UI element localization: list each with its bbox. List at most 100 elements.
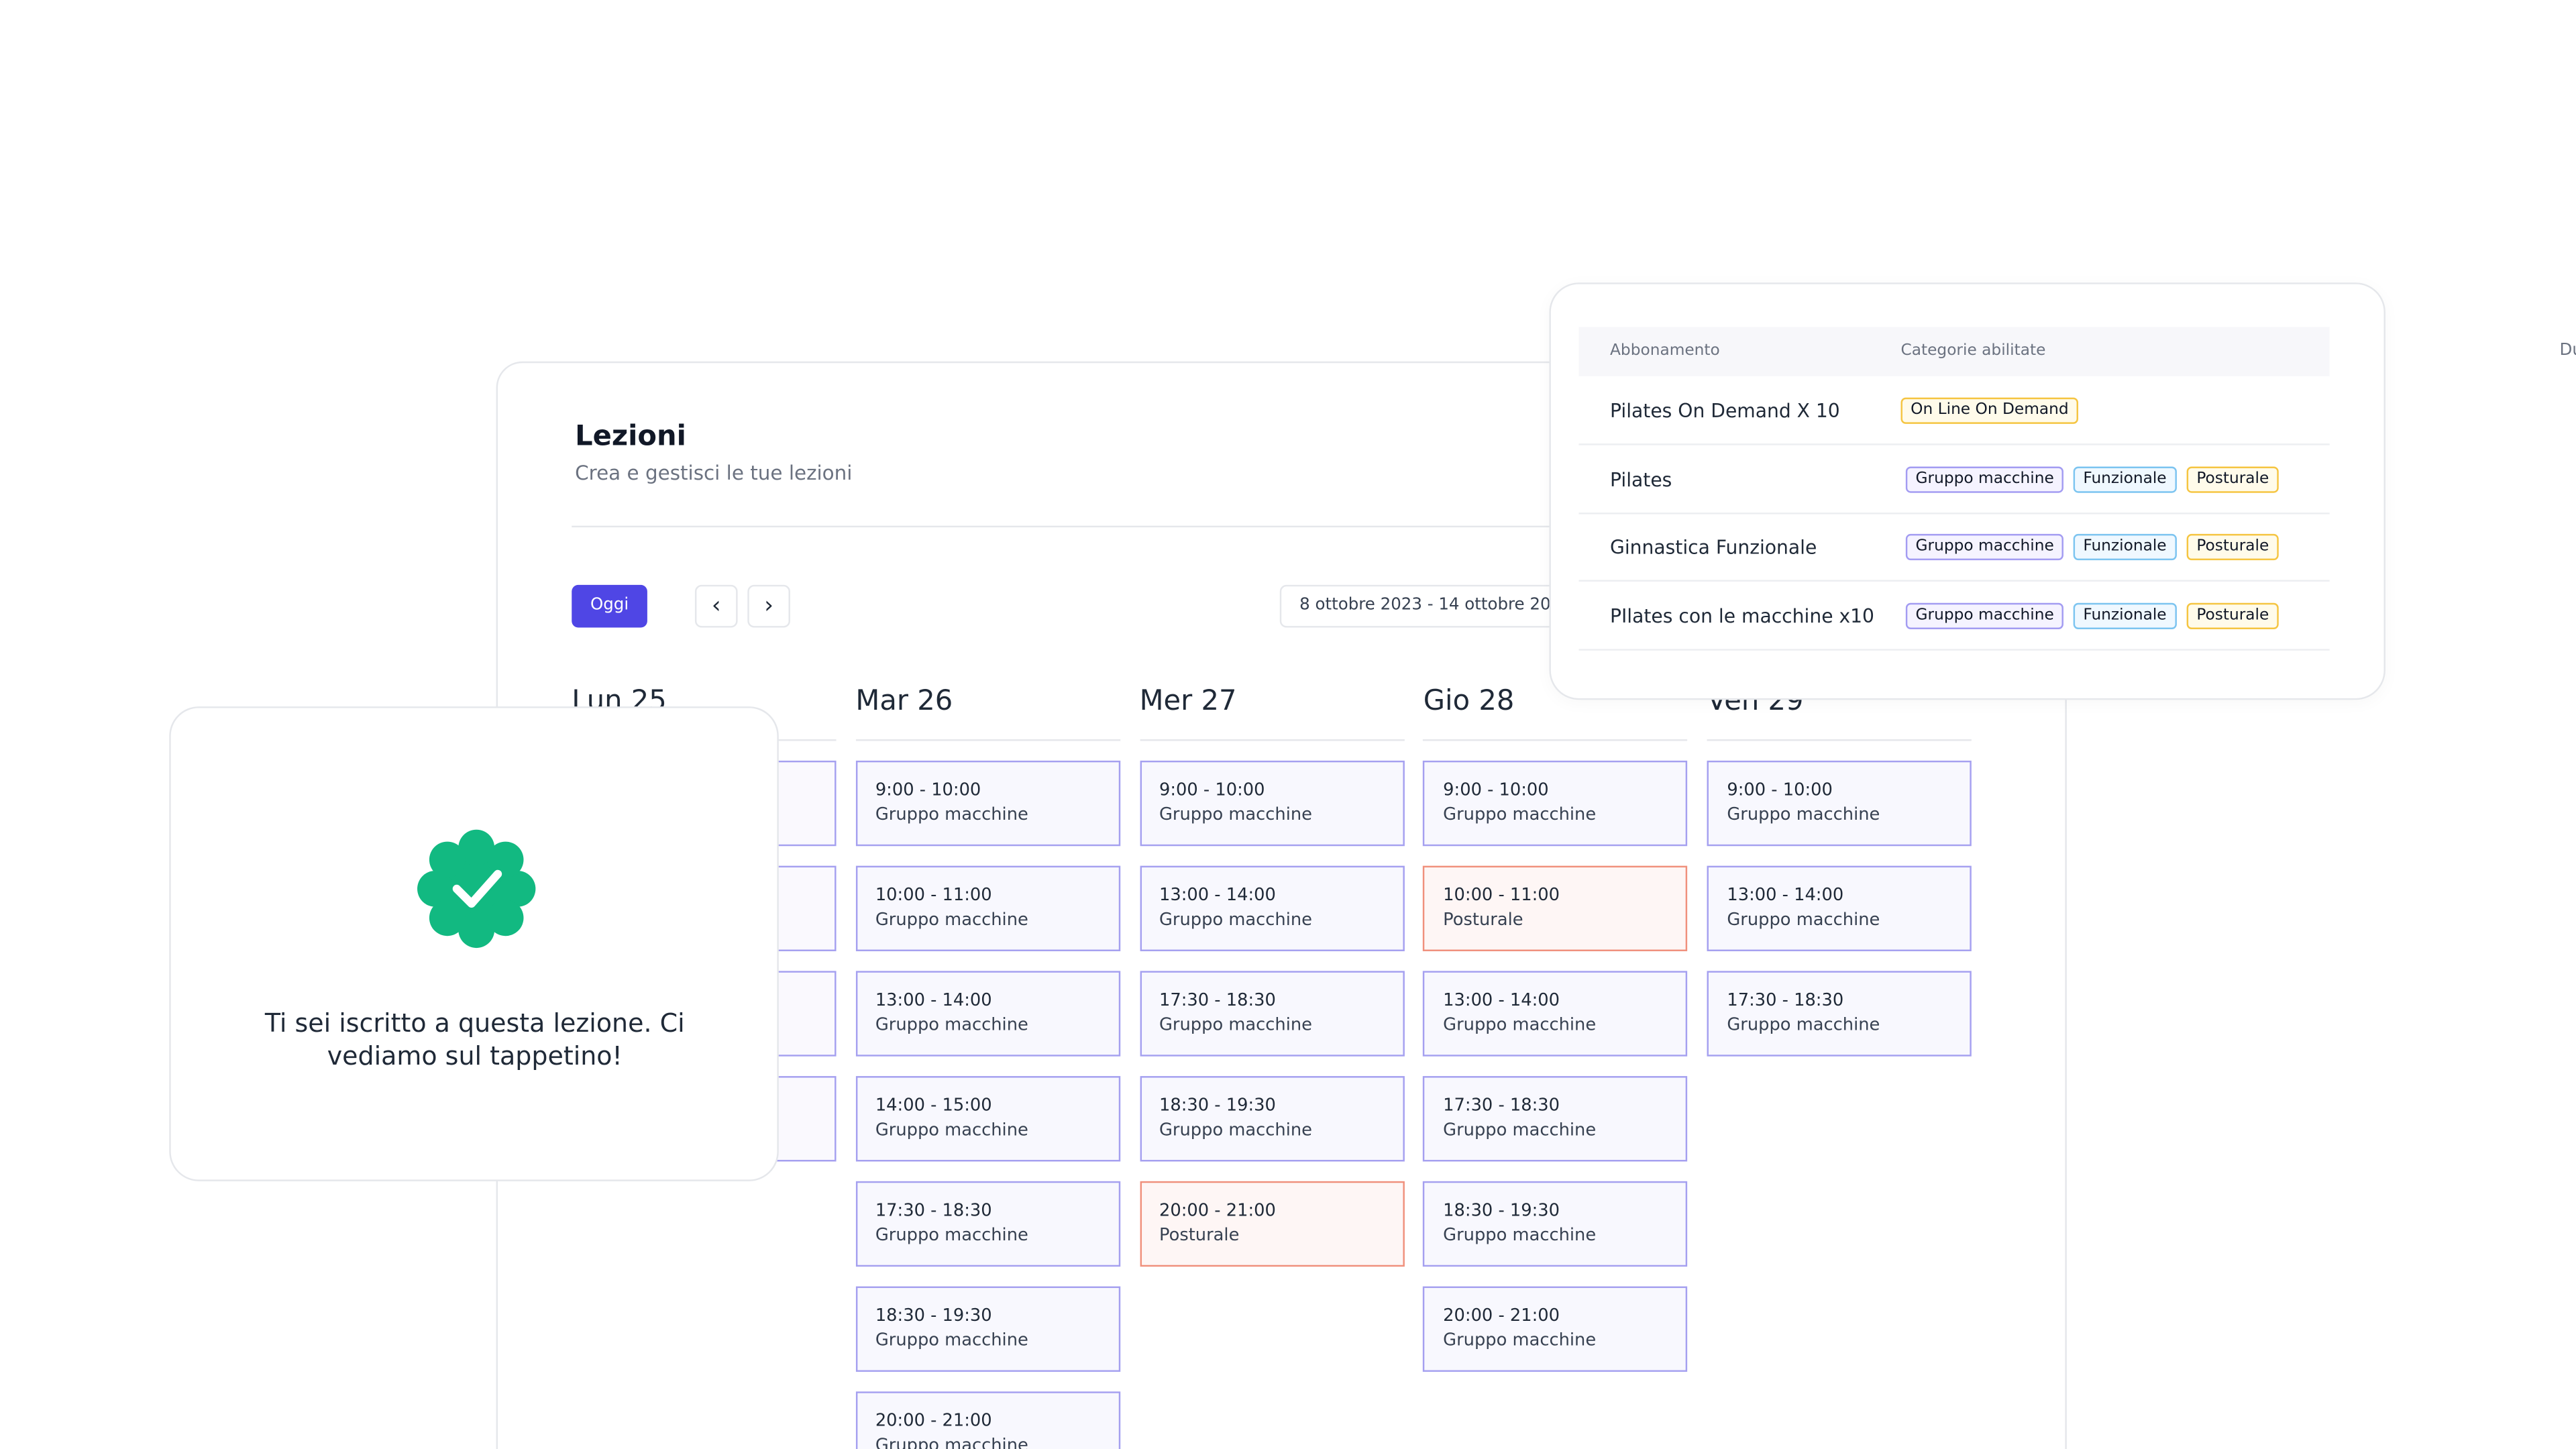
success-message: Ti sei iscritto a questa lezione. Ci ved… [264,1008,685,1071]
lesson-time: 13:00 - 14:00 [1159,885,1276,906]
lesson-time: 17:30 - 18:30 [1443,1095,1560,1116]
column-header: Abbonamento [1610,341,1720,360]
day-underline [1423,739,1688,741]
lesson-time: 9:00 - 10:00 [1443,780,1549,800]
lesson-time: 17:30 - 18:30 [875,1201,992,1221]
day-underline [1707,739,1972,741]
lesson-box[interactable]: 14:00 - 15:00 Gruppo macchine [855,1076,1120,1162]
day-underline [1139,739,1404,741]
row-name: Ginnastica Funzionale [1610,535,1817,559]
category-tag: Posturale [2186,534,2279,561]
lesson-name: Gruppo macchine [875,1120,1028,1140]
lesson-box[interactable]: 18:30 - 19:30 Gruppo macchine [855,1286,1120,1372]
lesson-name: Gruppo macchine [1443,805,1597,825]
lesson-time: 13:00 - 14:00 [875,990,992,1011]
table-header [1578,327,2330,376]
lesson-box[interactable]: 10:00 - 11:00 Gruppo macchine [855,865,1120,951]
lesson-time: 20:00 - 21:00 [1443,1305,1560,1326]
lesson-name: Gruppo macchine [1443,1015,1597,1035]
category-tag: Gruppo macchine [1905,602,2064,629]
lesson-name: Gruppo macchine [1727,1015,1880,1035]
lesson-box[interactable]: 9:00 - 10:00 Gruppo macchine [1423,760,1688,847]
lesson-name: Gruppo macchine [1159,805,1313,825]
lesson-name: Gruppo macchine [1159,1015,1313,1035]
lesson-name: Gruppo macchine [1727,805,1880,825]
lesson-time: 17:30 - 18:30 [1159,990,1276,1011]
lesson-box[interactable]: 18:30 - 19:30 Gruppo macchine [1423,1181,1688,1267]
lesson-name: Gruppo macchine [875,1330,1028,1351]
lesson-name: Gruppo macchine [1443,1225,1597,1246]
lesson-box[interactable]: 17:30 - 18:30 Gruppo macchine [855,1181,1120,1267]
category-tag: On Line On Demand [1900,397,2079,424]
row-name: Pilates On Demand X 10 [1610,399,1840,423]
divider [572,525,1988,528]
lesson-time: 13:00 - 14:00 [1727,885,1844,906]
lesson-time: 18:30 - 19:30 [1159,1095,1276,1116]
row-name: PIlates con le macchine x10 [1610,604,1875,628]
lesson-name: Gruppo macchine [875,1015,1028,1035]
lesson-name: Posturale [1159,1225,1240,1246]
lesson-name: Gruppo macchine [875,910,1028,930]
lesson-box[interactable]: 13:00 - 14:00 Gruppo macchine [1423,971,1688,1057]
lesson-name: Gruppo macchine [875,1436,1028,1449]
edge-label: Du [2559,341,2576,360]
lesson-box[interactable]: 10:00 - 11:00 Posturale [1423,865,1688,951]
lesson-box[interactable]: 20:00 - 21:00 Gruppo macchine [855,1391,1120,1449]
category-tag: Posturale [2186,602,2279,629]
page-subtitle: Crea e gestisci le tue lezioni [575,462,853,485]
lesson-box[interactable]: 18:30 - 19:30 Gruppo macchine [1139,1076,1404,1162]
lesson-box[interactable]: 13:00 - 14:00 Gruppo macchine [855,971,1120,1057]
lesson-time: 20:00 - 21:00 [1159,1201,1276,1221]
lesson-box[interactable]: 17:30 - 18:30 Gruppo macchine [1707,971,1972,1057]
next-button[interactable]: › [747,584,790,628]
lesson-time: 20:00 - 21:00 [875,1411,992,1432]
date-range[interactable]: 8 ottobre 2023 - 14 ottobre 2023 [1279,584,1592,628]
lesson-box[interactable]: 9:00 - 10:00 Gruppo macchine [1707,760,1972,847]
lesson-box[interactable]: 20:00 - 21:00 Posturale [1139,1181,1404,1267]
lesson-box[interactable]: 17:30 - 18:30 Gruppo macchine [1139,971,1404,1057]
category-tag: Funzionale [2073,602,2177,629]
row-name: Pilates [1610,467,1672,491]
lesson-name: Gruppo macchine [875,1225,1028,1246]
page-title: Lezioni [575,420,686,453]
category-tag: Funzionale [2073,466,2177,492]
success-modal: Ti sei iscritto a questa lezione. Ci ved… [169,706,779,1181]
lesson-time: 9:00 - 10:00 [875,780,981,800]
row-divider [1578,580,2330,582]
lesson-time: 10:00 - 11:00 [875,885,992,906]
lesson-name: Gruppo macchine [1443,1330,1597,1351]
row-divider [1578,648,2330,651]
lesson-name: Gruppo macchine [1159,1120,1313,1140]
category-tag: Gruppo macchine [1905,534,2064,561]
category-tag: Posturale [2186,466,2279,492]
lesson-name: Gruppo macchine [875,805,1028,825]
lesson-name: Posturale [1443,910,1523,930]
day-underline [855,739,1120,741]
subscriptions-card: Abbonamento Categorie abilitate Pilates On… [1549,282,2385,700]
lesson-box[interactable]: 17:30 - 18:30 Gruppo macchine [1423,1076,1688,1162]
success-badge [417,829,536,949]
lesson-box[interactable]: 13:00 - 14:00 Gruppo macchine [1139,865,1404,951]
lesson-time: 13:00 - 14:00 [1443,990,1560,1011]
lesson-name: Gruppo macchine [1727,910,1880,930]
lesson-time: 17:30 - 18:30 [1727,990,1844,1011]
lesson-time: 14:00 - 15:00 [875,1095,992,1116]
lesson-time: 18:30 - 19:30 [875,1305,992,1326]
prev-button[interactable]: ‹ [694,584,738,628]
row-divider [1578,512,2330,514]
lesson-box[interactable]: 9:00 - 10:00 Gruppo macchine [855,760,1120,847]
day-header: Mar 26 [855,685,953,718]
category-tag: Funzionale [2073,534,2177,561]
lesson-time: 10:00 - 11:00 [1443,885,1560,906]
column-header: Categorie abilitate [1900,341,2046,360]
lesson-box[interactable]: 20:00 - 21:00 Gruppo macchine [1423,1286,1688,1372]
lesson-name: Gruppo macchine [1159,910,1313,930]
lesson-box[interactable]: 13:00 - 14:00 Gruppo macchine [1707,865,1972,951]
lesson-box[interactable]: 9:00 - 10:00 Gruppo macchine [1139,760,1404,847]
lesson-time: 9:00 - 10:00 [1159,780,1265,800]
day-header: Mer 27 [1139,685,1237,718]
today-button[interactable]: Oggi [572,584,647,628]
lesson-time: 9:00 - 10:00 [1727,780,1833,800]
lesson-name: Gruppo macchine [1443,1120,1597,1140]
